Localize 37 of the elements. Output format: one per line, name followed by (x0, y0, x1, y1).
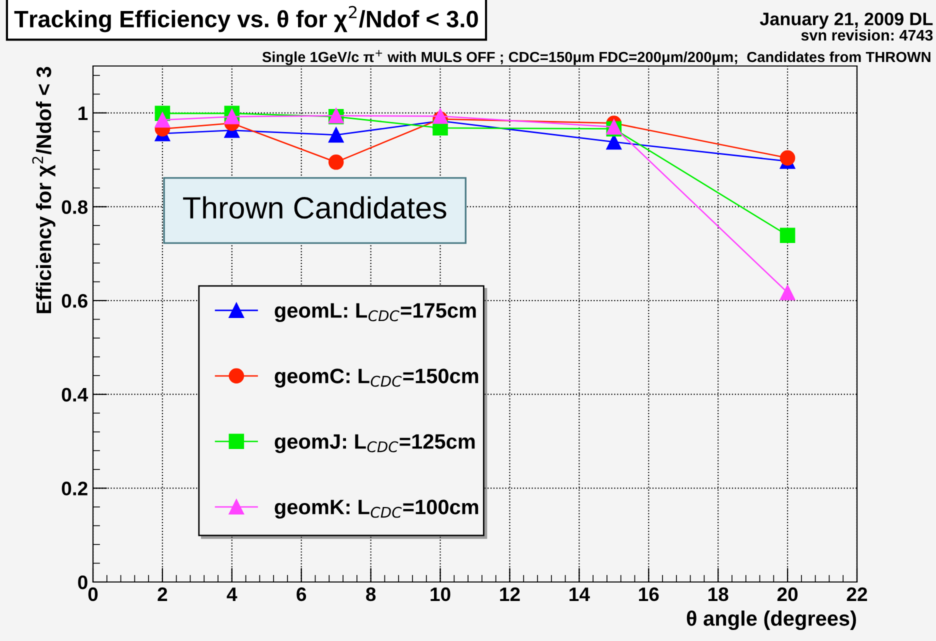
x-axis-title: θ angle (degrees) (686, 610, 856, 630)
x-tick-label: 20 (777, 587, 798, 602)
legend-label: geomL: L$_{CDC}$=175cm (274, 303, 476, 322)
legend-label: geomK: L$_{CDC}$=100cm (274, 500, 478, 519)
text: January 21, 2009 DL (760, 12, 933, 29)
point (780, 150, 796, 166)
point (432, 108, 448, 124)
point (154, 112, 170, 128)
chart-title: Tracking Efficiency vs. θ for χ$^{2}$/Ndof < 3.0 (14, 6, 478, 32)
point (780, 284, 796, 300)
x-tick-label: 12 (500, 587, 520, 601)
y-tick-label: 0.6 (62, 294, 88, 308)
point (328, 127, 344, 143)
point (328, 154, 344, 170)
x-tick-label: 8 (366, 587, 376, 602)
x-tick-label: 4 (226, 588, 238, 601)
y-tick-label: 0.8 (62, 200, 88, 214)
y-axis-title: Efficiency for χ$^{2}$/Ndof < 3 (32, 66, 56, 314)
y-tick-label: 0 (78, 575, 88, 590)
x-tick-label: 0 (88, 587, 98, 602)
legend-label: geomJ: L$_{CDC}$=125cm (274, 434, 475, 454)
x-tick-label: 16 (639, 587, 659, 602)
y-tick-label: 0.4 (62, 388, 88, 402)
y-tick-label: 1 (78, 106, 88, 120)
x-tick-label: 18 (708, 587, 728, 602)
text: svn revision: 4743 (801, 29, 933, 41)
x-tick-label: 14 (570, 588, 590, 601)
x-tick-label: 2 (158, 587, 168, 601)
legend-label: geomC: L$_{CDC}$=150cm (274, 368, 478, 388)
x-tick-label: 6 (296, 587, 306, 602)
chart-subtitle: Single 1GeV/c π$^{+}$ with MULS OFF ; CDC=150μm FDC=200μm/200μm; Candidates from THROWN (262, 50, 930, 66)
annotation: Thrown Candidates (183, 196, 446, 219)
point (780, 228, 796, 243)
x-tick-label: 10 (430, 587, 450, 602)
x-tick-label: 22 (846, 587, 868, 601)
point (224, 109, 240, 124)
y-tick-label: 0.2 (62, 482, 88, 496)
